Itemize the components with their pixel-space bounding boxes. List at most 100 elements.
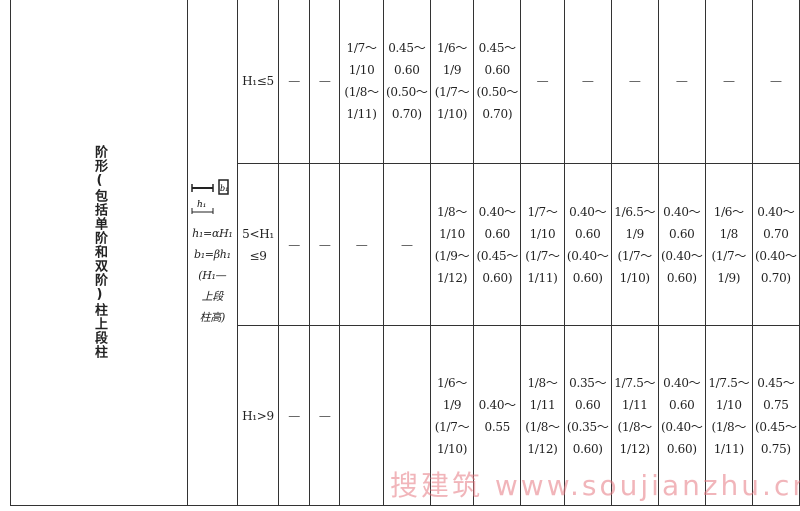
- value-text: 1/12): [619, 441, 650, 456]
- value-text: (0.50～: [476, 85, 519, 99]
- value-text: 0.60: [484, 63, 511, 77]
- value-text: 1/9: [625, 226, 645, 241]
- diagram-cell: b₁ h₁ h₁=αH₁ b₁=βh₁ (H₁— 上段 柱高): [187, 0, 238, 506]
- stepped-column-diagram-icon: b₁ h₁: [191, 179, 230, 214]
- value-text: 0.40～: [478, 397, 517, 412]
- label-b: b₁: [220, 184, 228, 193]
- value-text: 1/11: [621, 397, 648, 412]
- height-condition-cell: 5<H₁ ≤9: [236, 163, 280, 326]
- value-text: —: [288, 408, 300, 423]
- value-cell: 0.45～ 0.75 (0.45～ 0.75): [751, 325, 800, 506]
- value-cell: —: [278, 163, 310, 326]
- value-text: (0.40～: [660, 419, 703, 434]
- value-text: 1/9: [442, 63, 462, 77]
- category-label: 阶形(包括单阶和双阶)柱上段柱: [92, 145, 107, 359]
- value-text: (1/8～: [344, 85, 379, 99]
- value-text: (1/7～: [434, 419, 470, 434]
- value-text: 0.75): [760, 441, 791, 456]
- value-cell: 0.40～ 0.60 (0.40～ 0.60): [563, 163, 612, 326]
- value-text: —: [318, 74, 331, 88]
- value-text: —: [288, 74, 300, 88]
- value-text: 1/10: [529, 226, 556, 241]
- value-text: 1/11): [713, 441, 744, 456]
- value-cell: 1/6.5～ 1/9 (1/7～ 1/10): [610, 163, 659, 326]
- value-text: 1/7～: [346, 41, 377, 55]
- value-text: 0.70): [391, 107, 422, 121]
- diagram-note: (H₁—: [198, 269, 227, 282]
- value-cell: 0.40～ 0.60 (0.45～ 0.60): [473, 163, 522, 326]
- value-cell: 1/7.5～ 1/11 (1/8～ 1/12): [610, 325, 659, 506]
- value-cell: 1/8～ 1/11 (1/8～ 1/12): [520, 325, 565, 506]
- value-text: —: [288, 237, 300, 252]
- value-text: 0.60: [484, 226, 511, 241]
- value-cell: —: [278, 325, 310, 506]
- value-text: 1/9: [442, 397, 462, 412]
- diagram-note: 上段: [201, 290, 224, 303]
- value-text: (1/7～: [711, 248, 747, 263]
- value-text: 0.60: [574, 226, 601, 241]
- value-cell: —: [751, 0, 800, 164]
- value-text: 1/10: [715, 397, 742, 412]
- value-text: —: [581, 74, 594, 88]
- value-text: (0.45～: [476, 248, 519, 263]
- value-text: 0.60): [572, 441, 603, 456]
- value-cell: 0.40～ 0.70 (0.40～ 0.70): [751, 163, 800, 326]
- value-cell: —: [657, 0, 706, 164]
- value-text: 0.40～: [569, 204, 607, 219]
- value-text: (0.40～: [755, 248, 797, 263]
- value-text: 0.40～: [757, 204, 795, 219]
- value-text: 0.60): [666, 441, 697, 456]
- value-cell: 0.45～ 0.60 (0.50～ 0.70): [473, 0, 522, 164]
- value-text: 1/11): [346, 107, 377, 121]
- value-text: 1/12): [527, 441, 558, 456]
- value-text: 1/6～: [436, 375, 468, 390]
- value-text: (1/8～: [711, 419, 747, 434]
- value-text: 1/10): [436, 107, 468, 121]
- value-cell: 1/6～ 1/9 (1/7～ 1/10): [429, 325, 475, 506]
- diagram-note: 柱高): [199, 311, 226, 324]
- value-text: (0.45～: [755, 419, 797, 434]
- value-text: 1/8～: [527, 375, 558, 390]
- value-cell: —: [704, 0, 753, 164]
- value-text: (1/9～: [434, 248, 470, 263]
- value-text: (1/8～: [525, 419, 560, 434]
- value-text: 0.60: [574, 397, 601, 412]
- value-cell: —: [563, 0, 612, 164]
- value-text: 0.40～: [663, 204, 701, 219]
- value-cell: 0.40～ 0.60 (0.40～ 0.60): [657, 325, 706, 506]
- value-text: —: [675, 74, 688, 88]
- value-text: 1/7.5～: [614, 375, 656, 390]
- value-cell: 1/7.5～ 1/10 (1/8～ 1/11): [704, 325, 753, 506]
- value-cell: 1/8～ 1/10 (1/9～ 1/12): [429, 163, 475, 326]
- value-text: 1/6.5～: [614, 204, 656, 219]
- value-text: 0.45～: [478, 41, 517, 55]
- value-text: 1/11: [529, 397, 556, 412]
- value-text: 0.70): [482, 107, 513, 121]
- value-cell: —: [308, 163, 341, 326]
- value-text: (0.35～: [566, 419, 609, 434]
- value-cell: 0.40～ 0.60 (0.40～ 0.60): [657, 163, 706, 326]
- value-cell: 1/7～ 1/10 (1/8～ 1/11): [339, 0, 384, 164]
- value-text: 0.75: [763, 397, 789, 412]
- value-text: 1/6～: [436, 41, 468, 55]
- column-ratio-table: 阶形(包括单阶和双阶)柱上段柱 b₁ h₁ h₁=αH₁ b₁=βh₁ (H₁— 上段 柱高)…: [10, 0, 800, 506]
- condition-text: 5<H₁: [242, 226, 274, 241]
- value-text: (0.40～: [660, 248, 703, 263]
- value-text: 0.60): [482, 270, 513, 285]
- value-text: 0.55: [484, 419, 511, 434]
- watermark: 搜建筑 www.soujianzhu.cn: [390, 469, 800, 502]
- value-text: (1/7～: [525, 248, 560, 263]
- value-cell: [339, 325, 384, 506]
- value-text: 1/11): [527, 270, 558, 285]
- value-text: 1/10: [348, 63, 375, 77]
- value-cell: 0.35～ 0.60 (0.35～ 0.60): [563, 325, 612, 506]
- value-text: (1/7～: [617, 248, 653, 263]
- table-row: 5<H₁ ≤9 — — — — 1/8～ 1/10 (1/9～ 1/12) 0.40～ 0.60 (0.…: [11, 163, 800, 326]
- value-text: 1/12): [436, 270, 468, 285]
- value-text: —: [536, 74, 549, 88]
- value-text: 0.60: [394, 63, 420, 77]
- height-condition-cell: H₁>9: [236, 325, 280, 506]
- value-cell: —: [278, 0, 310, 164]
- diagram-note: b₁=βh₁: [193, 248, 231, 261]
- value-text: 0.70: [763, 226, 789, 241]
